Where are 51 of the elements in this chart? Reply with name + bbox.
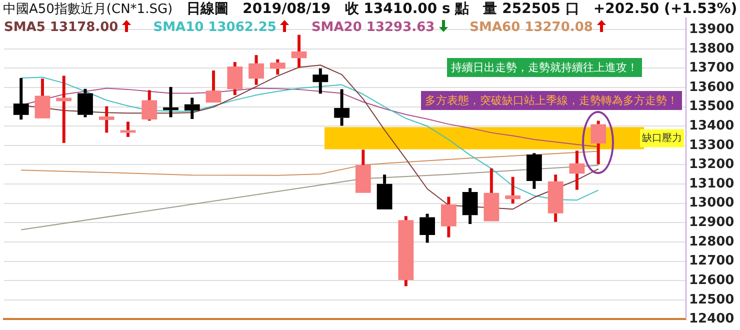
y-tick-label: 13100 (689, 176, 734, 192)
text: SMA20 13293.63 (311, 20, 436, 35)
y-tick-label: 13400 (689, 118, 734, 134)
chart-title: 中國A50指數近月(CN*1.SG) (3, 2, 173, 17)
candlestick (526, 153, 542, 189)
annotation: 多方表態，突破缺口站上季線，走勢轉為多方走勢！ (421, 91, 682, 110)
y-tick-label: 13900 (689, 22, 734, 37)
candlestick (206, 70, 222, 103)
y-tick-label: 12700 (689, 254, 734, 269)
y-tick-label: 13600 (689, 80, 734, 95)
y-tick-label: 12400 (689, 312, 734, 327)
candlestick (248, 55, 264, 85)
y-tick-label: 13500 (689, 99, 734, 114)
y-tick-label: 12500 (689, 292, 734, 308)
candlestick (34, 78, 50, 118)
y-tick-label: 13300 (689, 138, 734, 153)
candlestick (462, 188, 478, 224)
candlestick (505, 176, 521, 204)
candlestick (569, 150, 585, 190)
y-tick-label: 13000 (689, 196, 734, 211)
candlestick (291, 34, 307, 68)
candlestick (56, 76, 72, 143)
candlestick (484, 168, 500, 222)
candlestick (334, 89, 350, 126)
candlestick (184, 98, 200, 119)
candlestick (98, 106, 114, 133)
annotation: 持續日出走勢，走勢就持續往上進攻！ (447, 58, 642, 77)
candlestick (227, 62, 243, 96)
candlestick (120, 122, 136, 137)
candlestick (398, 216, 414, 286)
candlestick (163, 86, 178, 118)
candlestick (548, 174, 564, 222)
y-tick-label: 13700 (689, 60, 734, 76)
y-tick-label: 13800 (689, 41, 734, 56)
candlestick (355, 150, 371, 193)
y-tick-label: 13200 (689, 157, 734, 172)
candlestick (312, 68, 328, 94)
text: SMA60 13270.08 (470, 20, 594, 35)
candlestick (13, 78, 29, 120)
candlestick (376, 174, 392, 210)
y-tick-label: 12800 (689, 234, 734, 250)
candlestick (270, 59, 286, 75)
y-tick-label: 12600 (689, 272, 734, 288)
text: SMA10 13062.25 (153, 20, 278, 35)
text: SMA5 13178.00 (4, 20, 120, 35)
candlestick (590, 120, 606, 164)
candlestick (440, 196, 456, 238)
y-tick-label: 12900 (689, 215, 734, 230)
candlestick (420, 214, 436, 243)
band-label: 缺口壓力 (642, 132, 682, 144)
chart-subtitle: 日線圖 2019/08/19 收 13410.00 s 點 量 252505 口 +202.50 (+1.53%) (186, 1, 738, 17)
